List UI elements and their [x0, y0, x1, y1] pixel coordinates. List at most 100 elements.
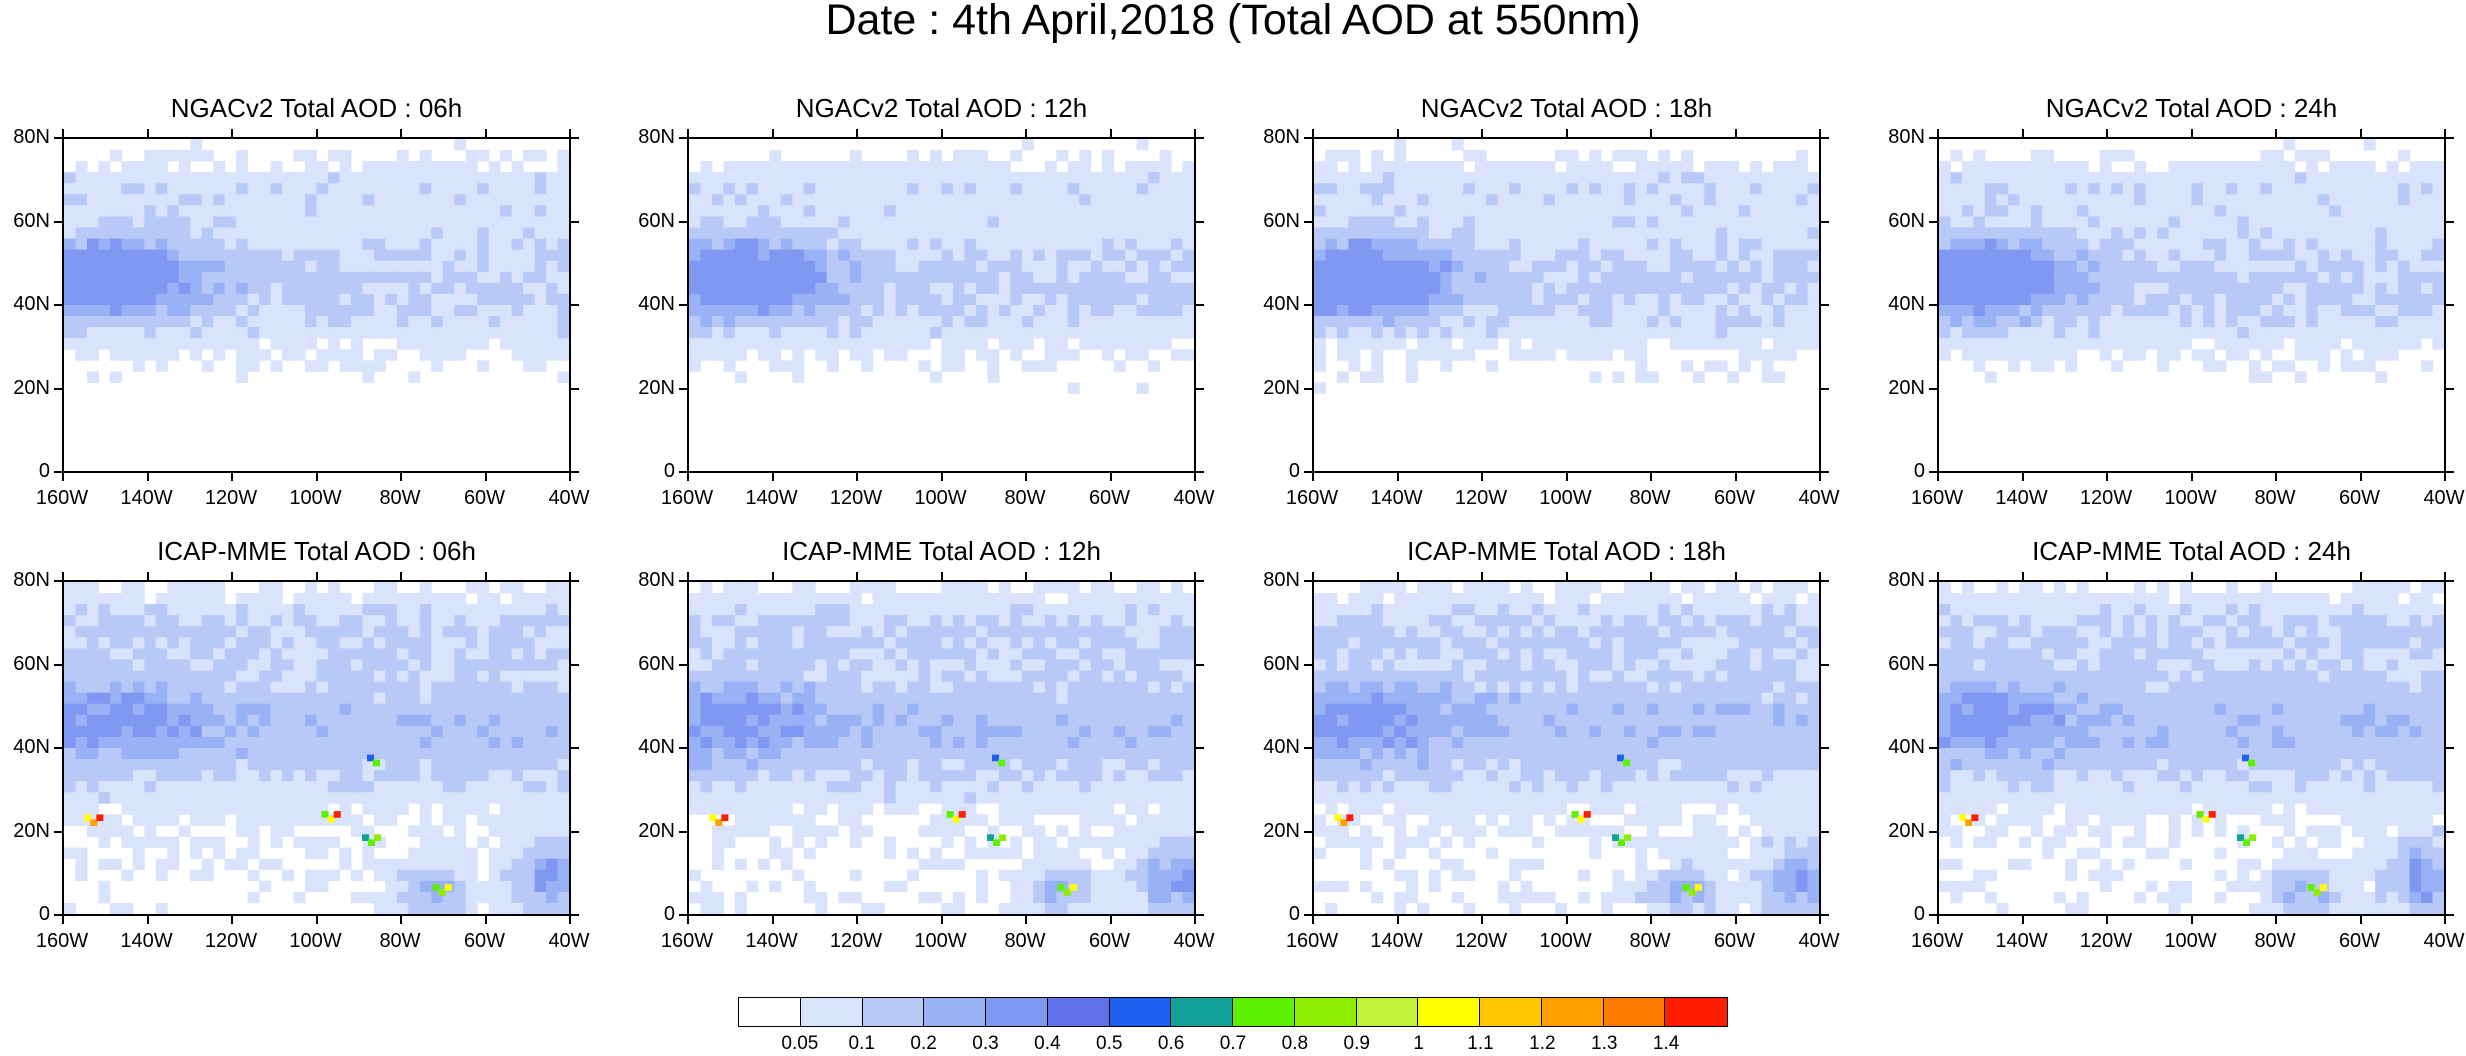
- aod-cell: [419, 172, 432, 184]
- colorbar-label: 1.1: [1467, 1033, 1494, 1054]
- aod-cell: [1067, 271, 1080, 284]
- aod-cell: [511, 792, 524, 804]
- aod-cell: [2271, 172, 2284, 184]
- aod-cell: [1359, 293, 1372, 306]
- lon-tick-top: [1650, 129, 1652, 137]
- aod-cell: [1428, 260, 1441, 273]
- aod-cell: [270, 183, 283, 195]
- aod-cell: [213, 582, 226, 594]
- aod-cell: [201, 736, 214, 749]
- aod-cell: [500, 803, 513, 815]
- aod-cell: [1973, 205, 1986, 217]
- aod-cell: [1079, 238, 1092, 250]
- aod-cell: [815, 338, 828, 350]
- aod-cell: [511, 593, 524, 605]
- aod-cell: [1451, 139, 1464, 151]
- aod-cell: [838, 205, 851, 217]
- aod-cell: [339, 748, 352, 760]
- aod-cell: [1589, 249, 1602, 262]
- aod-cell: [2157, 338, 2170, 350]
- aod-cell: [2306, 293, 2319, 306]
- aod-cell: [2122, 249, 2135, 262]
- aod-cell: [523, 604, 536, 616]
- aod-cell: [419, 714, 432, 727]
- aod-cell: [167, 770, 180, 782]
- aod-cell: [2271, 271, 2284, 284]
- aod-cell: [975, 271, 988, 284]
- aod-cell: [511, 194, 524, 206]
- aod-cell: [350, 604, 363, 616]
- aod-cell: [488, 880, 501, 893]
- aod-cell: [454, 770, 467, 782]
- aod-cell: [1010, 172, 1023, 184]
- aod-cell: [2260, 271, 2273, 284]
- aod-cell: [155, 360, 168, 372]
- aod-cell: [1314, 205, 1326, 217]
- aod-cell: [121, 316, 134, 328]
- aod-cell: [419, 703, 432, 716]
- aod-cell: [167, 282, 180, 295]
- aod-cell: [2398, 150, 2411, 162]
- aod-cell: [1102, 194, 1115, 206]
- aod-cell: [75, 725, 88, 738]
- aod-cell: [236, 305, 249, 317]
- aod-cell: [872, 659, 885, 671]
- lat-tick-right: [571, 747, 579, 749]
- aod-cell: [132, 814, 145, 826]
- lon-tick: [2106, 473, 2108, 481]
- aod-cell: [792, 371, 805, 383]
- aod-cell: [431, 360, 444, 372]
- aod-cell: [339, 681, 352, 693]
- aod-cell: [534, 238, 547, 250]
- aod-cell: [98, 282, 111, 295]
- aod-cell: [75, 205, 88, 217]
- aod-cell: [2214, 216, 2227, 228]
- aod-cell: [2134, 349, 2147, 361]
- aod-cell: [534, 648, 547, 660]
- aod-cell: [2409, 183, 2422, 195]
- aod-cell: [1497, 183, 1510, 195]
- aod-cell: [1658, 282, 1671, 295]
- aod-field: [1314, 139, 1819, 471]
- aod-cell: [523, 172, 536, 184]
- aod-cell: [86, 327, 99, 339]
- aod-cell: [224, 681, 237, 693]
- aod-cell: [167, 349, 180, 361]
- aod-cell: [362, 593, 375, 605]
- aod-cell: [477, 626, 490, 638]
- aod-cell: [109, 282, 122, 295]
- aod-cell: [511, 582, 524, 594]
- aod-cell: [1159, 205, 1172, 217]
- aod-cell: [1669, 238, 1682, 250]
- aod-cell: [1577, 260, 1590, 273]
- aod-cell: [201, 770, 214, 782]
- aod-cell: [2248, 216, 2261, 228]
- aod-cell: [190, 759, 203, 771]
- aod-cell: [1692, 249, 1705, 262]
- aod-cell: [327, 205, 340, 217]
- aod-cell: [895, 172, 908, 184]
- aod-cell: [2214, 271, 2227, 284]
- aod-cell: [2180, 227, 2193, 239]
- lon-tick-top: [771, 129, 774, 137]
- aod-cell: [723, 305, 736, 317]
- aod-cell: [442, 814, 455, 826]
- aod-cell: [132, 770, 145, 782]
- aod-cell: [689, 216, 701, 228]
- aod-cell: [1486, 327, 1499, 339]
- aod-cell: [1125, 637, 1138, 649]
- aod-cell: [1715, 327, 1728, 339]
- aod-cell: [700, 282, 713, 295]
- aod-cell: [2202, 249, 2215, 262]
- aod-cell: [711, 349, 724, 361]
- aod-cell: [488, 282, 501, 295]
- aod-cell: [2214, 249, 2227, 262]
- aod-cell: [64, 183, 76, 195]
- aod-cell: [546, 227, 559, 239]
- aod-cell: [132, 183, 145, 195]
- aod-cell: [259, 803, 272, 815]
- aod-cell: [1961, 327, 1974, 339]
- aod-cell: [1405, 327, 1418, 339]
- aod-cell: [1113, 205, 1126, 217]
- aod-cell: [305, 725, 318, 738]
